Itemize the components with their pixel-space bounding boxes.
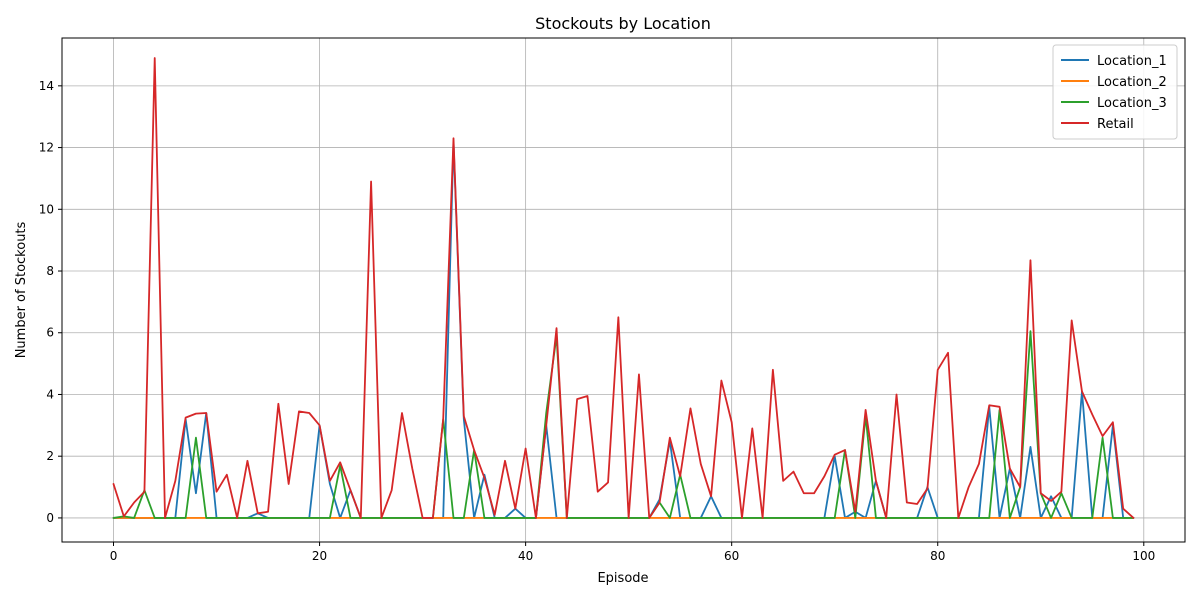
x-tick-label: 100 bbox=[1132, 549, 1155, 563]
x-tick-label: 40 bbox=[518, 549, 533, 563]
tick-layer: 0 20 40 60 80 100 0 2 4 6 8 10 12 14 bbox=[39, 79, 1156, 563]
y-tick-label: 4 bbox=[46, 387, 54, 401]
y-axis-label: Number of Stockouts bbox=[14, 221, 29, 358]
y-tick-label: 0 bbox=[46, 511, 54, 525]
legend-box bbox=[1052, 44, 1178, 140]
series-line-location-3 bbox=[112, 330, 1135, 519]
series-layer bbox=[112, 57, 1135, 519]
legend-entry-label: Retail bbox=[1097, 117, 1134, 132]
y-tick-label: 6 bbox=[46, 326, 54, 340]
plot-frame bbox=[61, 37, 1186, 543]
legend-entry-label: Location_2 bbox=[1097, 75, 1167, 90]
x-tick-label: 0 bbox=[110, 549, 118, 563]
y-tick-label: 14 bbox=[39, 79, 54, 93]
y-tick-label: 8 bbox=[46, 264, 54, 278]
legend-entry-label: Location_1 bbox=[1097, 54, 1167, 69]
y-tick-label: 12 bbox=[39, 141, 54, 155]
y-tick-label: 2 bbox=[46, 449, 54, 463]
x-tick-label: 80 bbox=[930, 549, 945, 563]
legend: Location_1 Location_2 Location_3 Retail bbox=[1052, 44, 1178, 140]
chart-title: Stockouts by Location bbox=[535, 14, 711, 33]
x-tick-label: 60 bbox=[724, 549, 739, 563]
x-axis-label: Episode bbox=[597, 571, 648, 586]
y-tick-label: 10 bbox=[39, 202, 54, 216]
series-line-retail bbox=[112, 57, 1135, 519]
x-tick-label: 20 bbox=[312, 549, 327, 563]
legend-entry-label: Location_3 bbox=[1097, 96, 1167, 111]
